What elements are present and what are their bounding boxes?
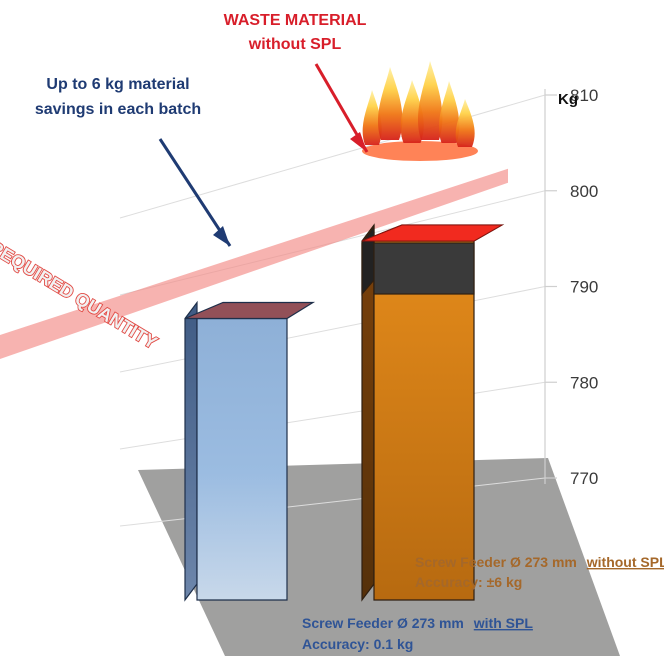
- svg-text:Screw Feeder Ø 273 mm wi: Screw Feeder Ø 273 mm with SPL: [302, 615, 533, 631]
- savings-arrow: [158, 138, 232, 247]
- savings-annotation-line-2: savings in each batch: [35, 101, 201, 118]
- y-tick-label: 790: [570, 278, 598, 297]
- waste-band-front: [373, 242, 475, 295]
- waste-annotation: WASTE MATERIAL without SPL: [224, 12, 367, 53]
- label-without-spl-prefix: Screw Feeder Ø 273 mm: [415, 554, 577, 570]
- label-without-spl-accuracy: Accuracy: ±6 kg: [415, 574, 522, 590]
- label-with-spl: Screw Feeder Ø 273 mm with SPL Accuracy:…: [302, 615, 533, 652]
- waste-annotation-line-2: without SPL: [248, 36, 342, 53]
- bar-with-spl: [184, 300, 316, 602]
- flame-tongue-4: [417, 61, 443, 140]
- label-with-spl-prefix: Screw Feeder Ø 273 mm: [302, 615, 464, 631]
- y-tick-label: 770: [570, 469, 598, 488]
- flame-tongue-2: [377, 67, 403, 140]
- label-with-spl-emphasis: with SPL: [473, 615, 534, 631]
- burning-top-face: [361, 224, 504, 242]
- bar-with-spl-front-face: [196, 317, 288, 601]
- grid-line: [119, 286, 546, 373]
- grid-line: [119, 94, 546, 219]
- flame-tongue-3: [400, 80, 424, 143]
- flame-tongue-1: [362, 90, 382, 145]
- label-without-spl-emphasis: without SPL: [586, 554, 664, 570]
- flame-glow: [362, 141, 478, 161]
- y-tick-label: 810: [570, 86, 598, 105]
- required-quantity-band: [0, 168, 508, 359]
- bar-with-spl-top-face: [184, 301, 316, 320]
- grid-line: [119, 381, 546, 450]
- flame-tongue-5: [438, 81, 460, 143]
- waste-annotation-line-1: WASTE MATERIAL: [224, 12, 367, 29]
- bar-with-spl-side-face: [184, 300, 198, 602]
- y-axis-unit-label: Kg: [558, 91, 578, 108]
- bar-without-spl-front-face: [373, 240, 475, 601]
- y-tick-label: 800: [570, 182, 598, 201]
- label-with-spl-accuracy: Accuracy: 0.1 kg: [302, 636, 413, 652]
- flame-tongue-6: [455, 99, 475, 147]
- savings-annotation-line-1: Up to 6 kg material: [46, 76, 189, 93]
- waste-arrow: [314, 63, 369, 153]
- savings-annotation: Up to 6 kg material savings in each batc…: [35, 76, 201, 118]
- label-without-spl: Screw Feeder Ø 273 mm without SPL Accura…: [415, 554, 664, 590]
- y-tick-label: 780: [570, 373, 598, 392]
- flame-icon: [362, 61, 478, 161]
- bar-without-spl: [361, 61, 505, 602]
- svg-text:Screw Feeder Ø 273 mm wi: Screw Feeder Ø 273 mm without SPL: [415, 554, 664, 570]
